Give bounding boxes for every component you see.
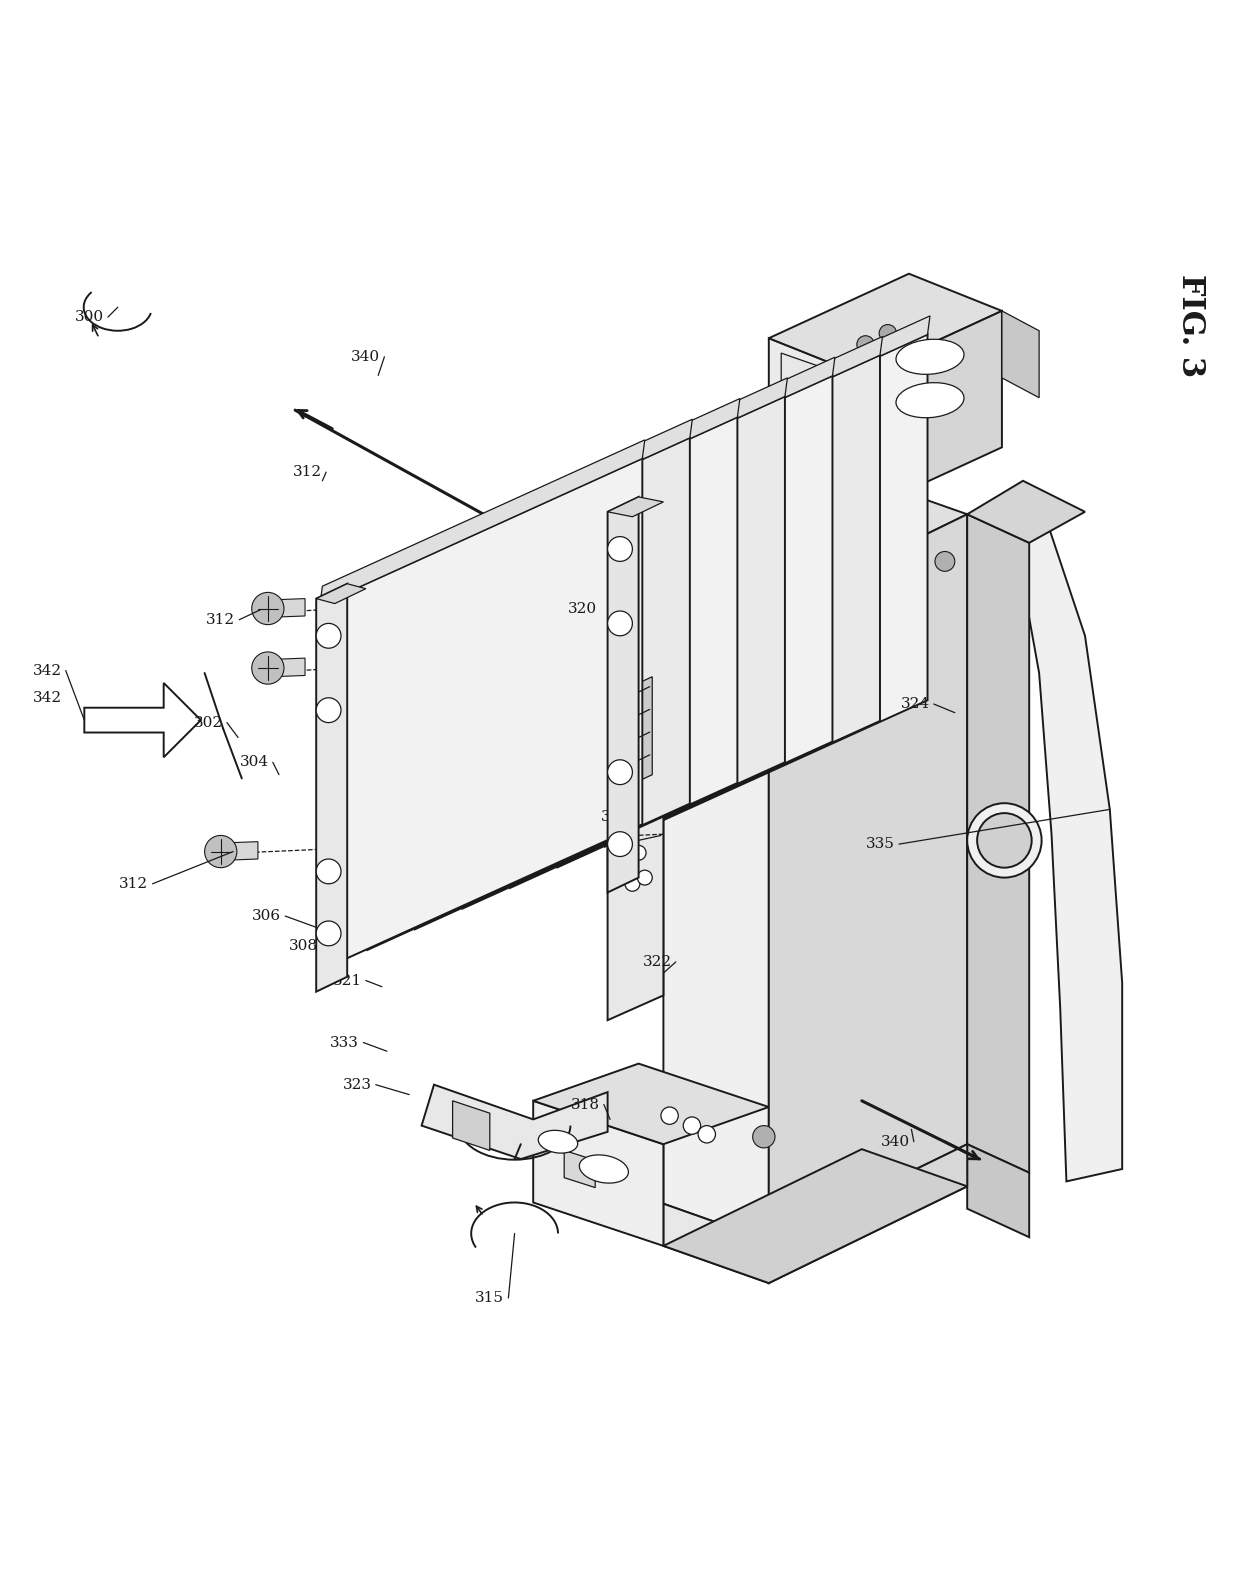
Polygon shape — [367, 419, 692, 583]
Text: 312: 312 — [206, 612, 236, 626]
Polygon shape — [610, 650, 657, 819]
Polygon shape — [663, 477, 967, 611]
Polygon shape — [663, 1203, 769, 1283]
Circle shape — [631, 845, 646, 861]
Text: 333: 333 — [330, 1036, 360, 1049]
Text: 312: 312 — [293, 465, 322, 480]
Circle shape — [619, 851, 634, 867]
Polygon shape — [415, 398, 740, 563]
Ellipse shape — [538, 1130, 578, 1152]
Polygon shape — [422, 1084, 608, 1159]
Polygon shape — [1017, 524, 1122, 1181]
Circle shape — [698, 1125, 715, 1143]
Polygon shape — [558, 355, 880, 867]
Text: 320: 320 — [568, 601, 598, 615]
Polygon shape — [663, 1149, 967, 1283]
Text: 324: 324 — [900, 697, 930, 711]
Text: 315: 315 — [475, 1291, 505, 1305]
Circle shape — [316, 921, 341, 945]
Polygon shape — [663, 574, 769, 1240]
Polygon shape — [558, 336, 883, 502]
Polygon shape — [605, 316, 930, 481]
Text: 304: 304 — [239, 756, 269, 770]
Polygon shape — [273, 658, 305, 677]
Circle shape — [316, 698, 341, 722]
Polygon shape — [605, 335, 928, 846]
Circle shape — [683, 1117, 701, 1135]
Polygon shape — [769, 274, 1002, 376]
Circle shape — [857, 336, 874, 354]
Text: 322: 322 — [642, 955, 672, 969]
Polygon shape — [967, 481, 1085, 544]
Circle shape — [252, 652, 284, 684]
Circle shape — [608, 611, 632, 636]
Circle shape — [316, 623, 341, 649]
Polygon shape — [862, 311, 1002, 512]
Text: FIG. 3: FIG. 3 — [1174, 274, 1205, 378]
Text: 342: 342 — [32, 663, 62, 677]
Polygon shape — [967, 1144, 1029, 1237]
Text: 312: 312 — [119, 877, 149, 891]
Polygon shape — [320, 440, 645, 604]
Polygon shape — [316, 583, 366, 604]
Polygon shape — [533, 1063, 769, 1144]
Circle shape — [637, 870, 652, 885]
Polygon shape — [608, 497, 663, 516]
Polygon shape — [84, 682, 201, 757]
Circle shape — [316, 859, 341, 883]
Circle shape — [753, 1125, 775, 1148]
Circle shape — [967, 803, 1042, 878]
Circle shape — [608, 537, 632, 561]
Polygon shape — [316, 583, 347, 991]
Text: 308: 308 — [289, 939, 319, 953]
Text: 318: 318 — [570, 1098, 600, 1111]
Polygon shape — [273, 599, 305, 617]
Text: 345: 345 — [600, 810, 630, 824]
Polygon shape — [564, 1151, 595, 1188]
Polygon shape — [226, 842, 258, 861]
Polygon shape — [613, 677, 652, 794]
Ellipse shape — [897, 383, 963, 418]
Circle shape — [608, 832, 632, 856]
Polygon shape — [967, 515, 1029, 1173]
Polygon shape — [463, 397, 785, 909]
Polygon shape — [769, 338, 862, 512]
Polygon shape — [769, 515, 967, 1240]
Polygon shape — [415, 418, 738, 929]
Polygon shape — [608, 497, 639, 893]
Polygon shape — [367, 438, 689, 950]
Polygon shape — [769, 1144, 967, 1283]
Polygon shape — [608, 599, 663, 1020]
Circle shape — [935, 552, 955, 571]
Text: 340: 340 — [351, 349, 381, 363]
Text: 340: 340 — [880, 1135, 910, 1149]
Circle shape — [252, 593, 284, 625]
Polygon shape — [510, 376, 832, 888]
Polygon shape — [1002, 311, 1039, 398]
Circle shape — [977, 813, 1032, 867]
Text: 342: 342 — [32, 690, 62, 705]
Text: 335: 335 — [866, 837, 895, 851]
Text: 306: 306 — [252, 909, 281, 923]
Circle shape — [661, 1106, 678, 1124]
Circle shape — [625, 877, 640, 891]
Text: 321: 321 — [332, 974, 362, 988]
Polygon shape — [453, 1101, 490, 1151]
Ellipse shape — [897, 340, 963, 375]
Circle shape — [608, 760, 632, 784]
Polygon shape — [510, 357, 835, 523]
Circle shape — [879, 325, 897, 343]
Polygon shape — [533, 1101, 663, 1247]
Text: 300: 300 — [74, 311, 104, 324]
Text: 302: 302 — [193, 716, 223, 730]
Circle shape — [205, 835, 237, 867]
Ellipse shape — [579, 1156, 629, 1183]
Text: 323: 323 — [342, 1078, 372, 1092]
Polygon shape — [463, 378, 787, 544]
Polygon shape — [320, 459, 642, 971]
Polygon shape — [781, 354, 831, 480]
